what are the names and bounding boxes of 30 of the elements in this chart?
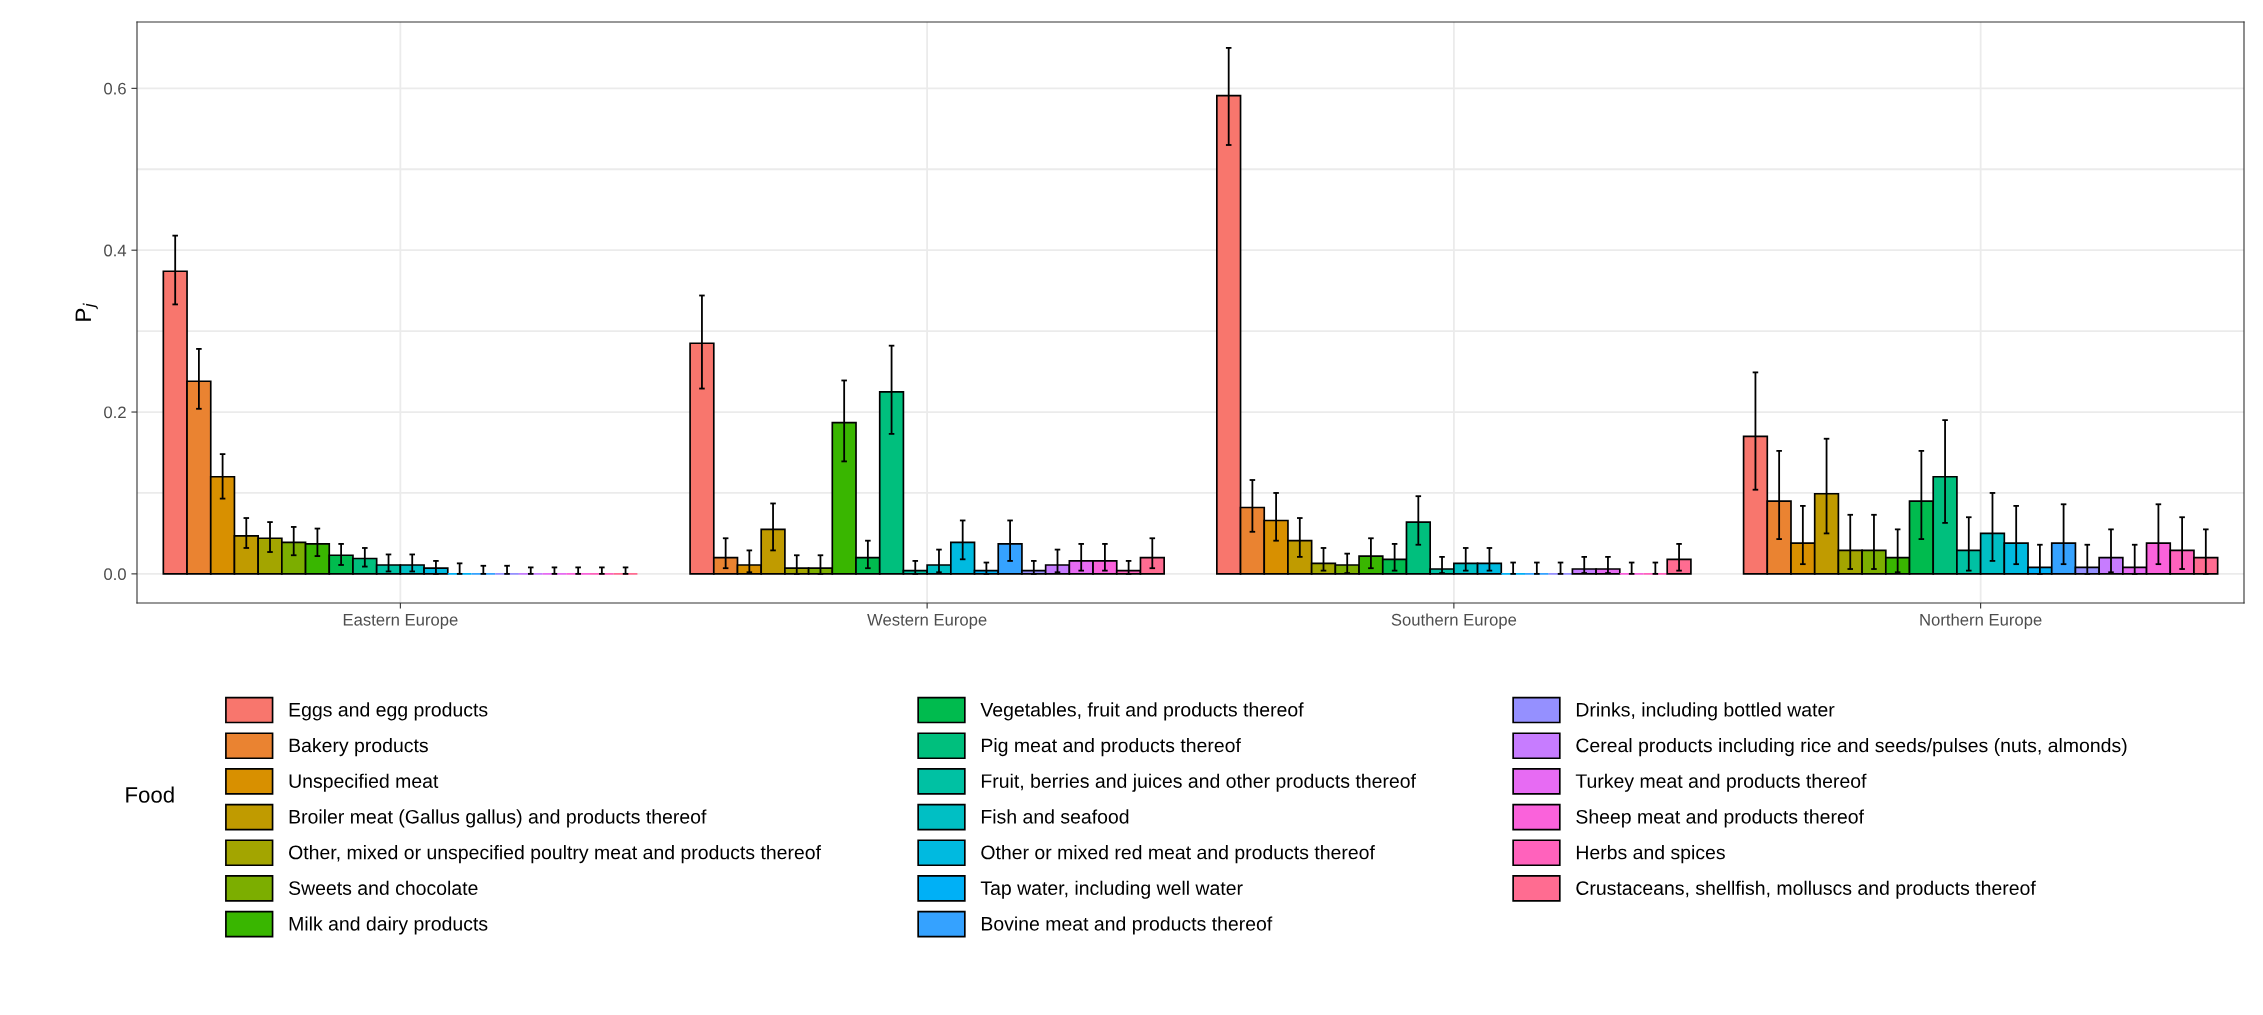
- x-tick-label: Southern Europe: [1391, 613, 1517, 629]
- legend-label: Crustaceans, shellfish, molluscs and products thereof: [1576, 880, 2036, 899]
- legend-label: Bovine meat and products thereof: [981, 916, 1273, 935]
- legend-label: Broiler meat (Gallus gallus) and products thereof: [289, 809, 707, 828]
- legend-label: Unspecified meat: [289, 773, 439, 792]
- legend-label: Sweets and chocolate: [289, 880, 478, 896]
- y-tick-label: 0.2: [104, 406, 126, 419]
- legend-label: Turkey meat and products thereof: [1575, 773, 1867, 792]
- legend-label: Other, mixed or unspecified poultry meat and products thereof: [289, 845, 822, 864]
- y-tick-label: 0.6: [104, 82, 126, 95]
- y-tick-label: 0.4: [104, 244, 127, 257]
- legend-label: Eggs and egg products: [289, 702, 488, 721]
- x-tick-label: Western Europe: [867, 614, 987, 629]
- x-tick-label: Northern Europe: [1920, 613, 2042, 629]
- x-tick-label: Eastern Europe: [343, 614, 458, 629]
- y-axis-title: P$_{j}$: [75, 303, 98, 321]
- legend-label: Pig meat and products thereof: [981, 738, 1241, 757]
- legend-label: Fish and seafood: [981, 809, 1129, 824]
- legend-title: Food: [126, 786, 174, 803]
- legend-label: Tap water, including well water: [980, 880, 1243, 899]
- legend-label: Drinks, including bottled water: [1576, 702, 1835, 721]
- legend-label: Cereal products including rice and seeds/pulses (nuts, almonds): [1576, 738, 2127, 757]
- legend-label: Herbs and spices: [1576, 845, 1725, 864]
- legend-label: Other or mixed red meat and products thereof: [981, 845, 1375, 864]
- y-tick-label: 0.0: [104, 568, 126, 581]
- legend-label: Bakery products: [289, 738, 428, 757]
- legend-label: Vegetables, fruit and products thereof: [980, 702, 1304, 721]
- legend-label: Fruit, berries and juices and other products thereof: [981, 773, 1416, 792]
- legend-label: Milk and dairy products: [289, 916, 488, 935]
- legend-label: Sheep meat and products thereof: [1576, 809, 1865, 828]
